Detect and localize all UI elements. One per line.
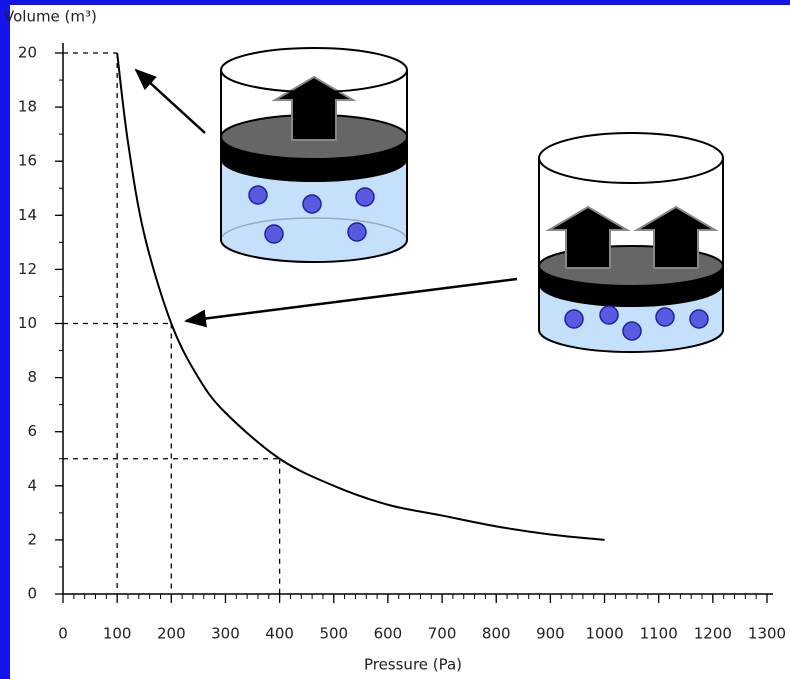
y-tick-label: 10	[18, 314, 37, 332]
x-tick-label: 700	[428, 625, 457, 643]
x-tick-label: 300	[211, 625, 240, 643]
x-tick-label: 400	[265, 625, 294, 643]
pointer-arrow	[134, 68, 206, 134]
cylinder-compressed	[538, 132, 724, 353]
pointer-arrow	[184, 277, 518, 328]
x-tick-label: 1000	[585, 625, 623, 643]
x-axis-title: Pressure (Pa)	[364, 656, 462, 674]
y-tick-label: 20	[18, 44, 37, 62]
curve	[116, 52, 605, 541]
x-tick-label: 1200	[694, 625, 732, 643]
x-tick-label: 800	[482, 625, 511, 643]
y-tick-label: 18	[18, 98, 37, 116]
y-tick-label: 14	[18, 206, 37, 224]
x-tick-label: 900	[536, 625, 565, 643]
x-tick-label: 500	[319, 625, 348, 643]
x-tick-label: 100	[103, 625, 132, 643]
y-tick-label: 0	[27, 585, 37, 603]
y-tick-label: 8	[27, 368, 37, 386]
x-tick-label: 1100	[640, 625, 678, 643]
x-tick-label: 200	[157, 625, 186, 643]
y-tick-label: 12	[18, 260, 37, 278]
y-tick-label: 16	[18, 152, 37, 170]
cylinder-expanded	[220, 47, 408, 263]
x-tick-label: 600	[374, 625, 403, 643]
y-tick-label: 2	[27, 530, 37, 548]
x-tick-label: 1300	[748, 625, 786, 643]
y-axis-title: Volume (m³)	[4, 8, 97, 26]
x-tick-label: 0	[58, 625, 68, 643]
y-tick-label: 4	[27, 476, 37, 494]
y-tick-label: 6	[27, 422, 37, 440]
